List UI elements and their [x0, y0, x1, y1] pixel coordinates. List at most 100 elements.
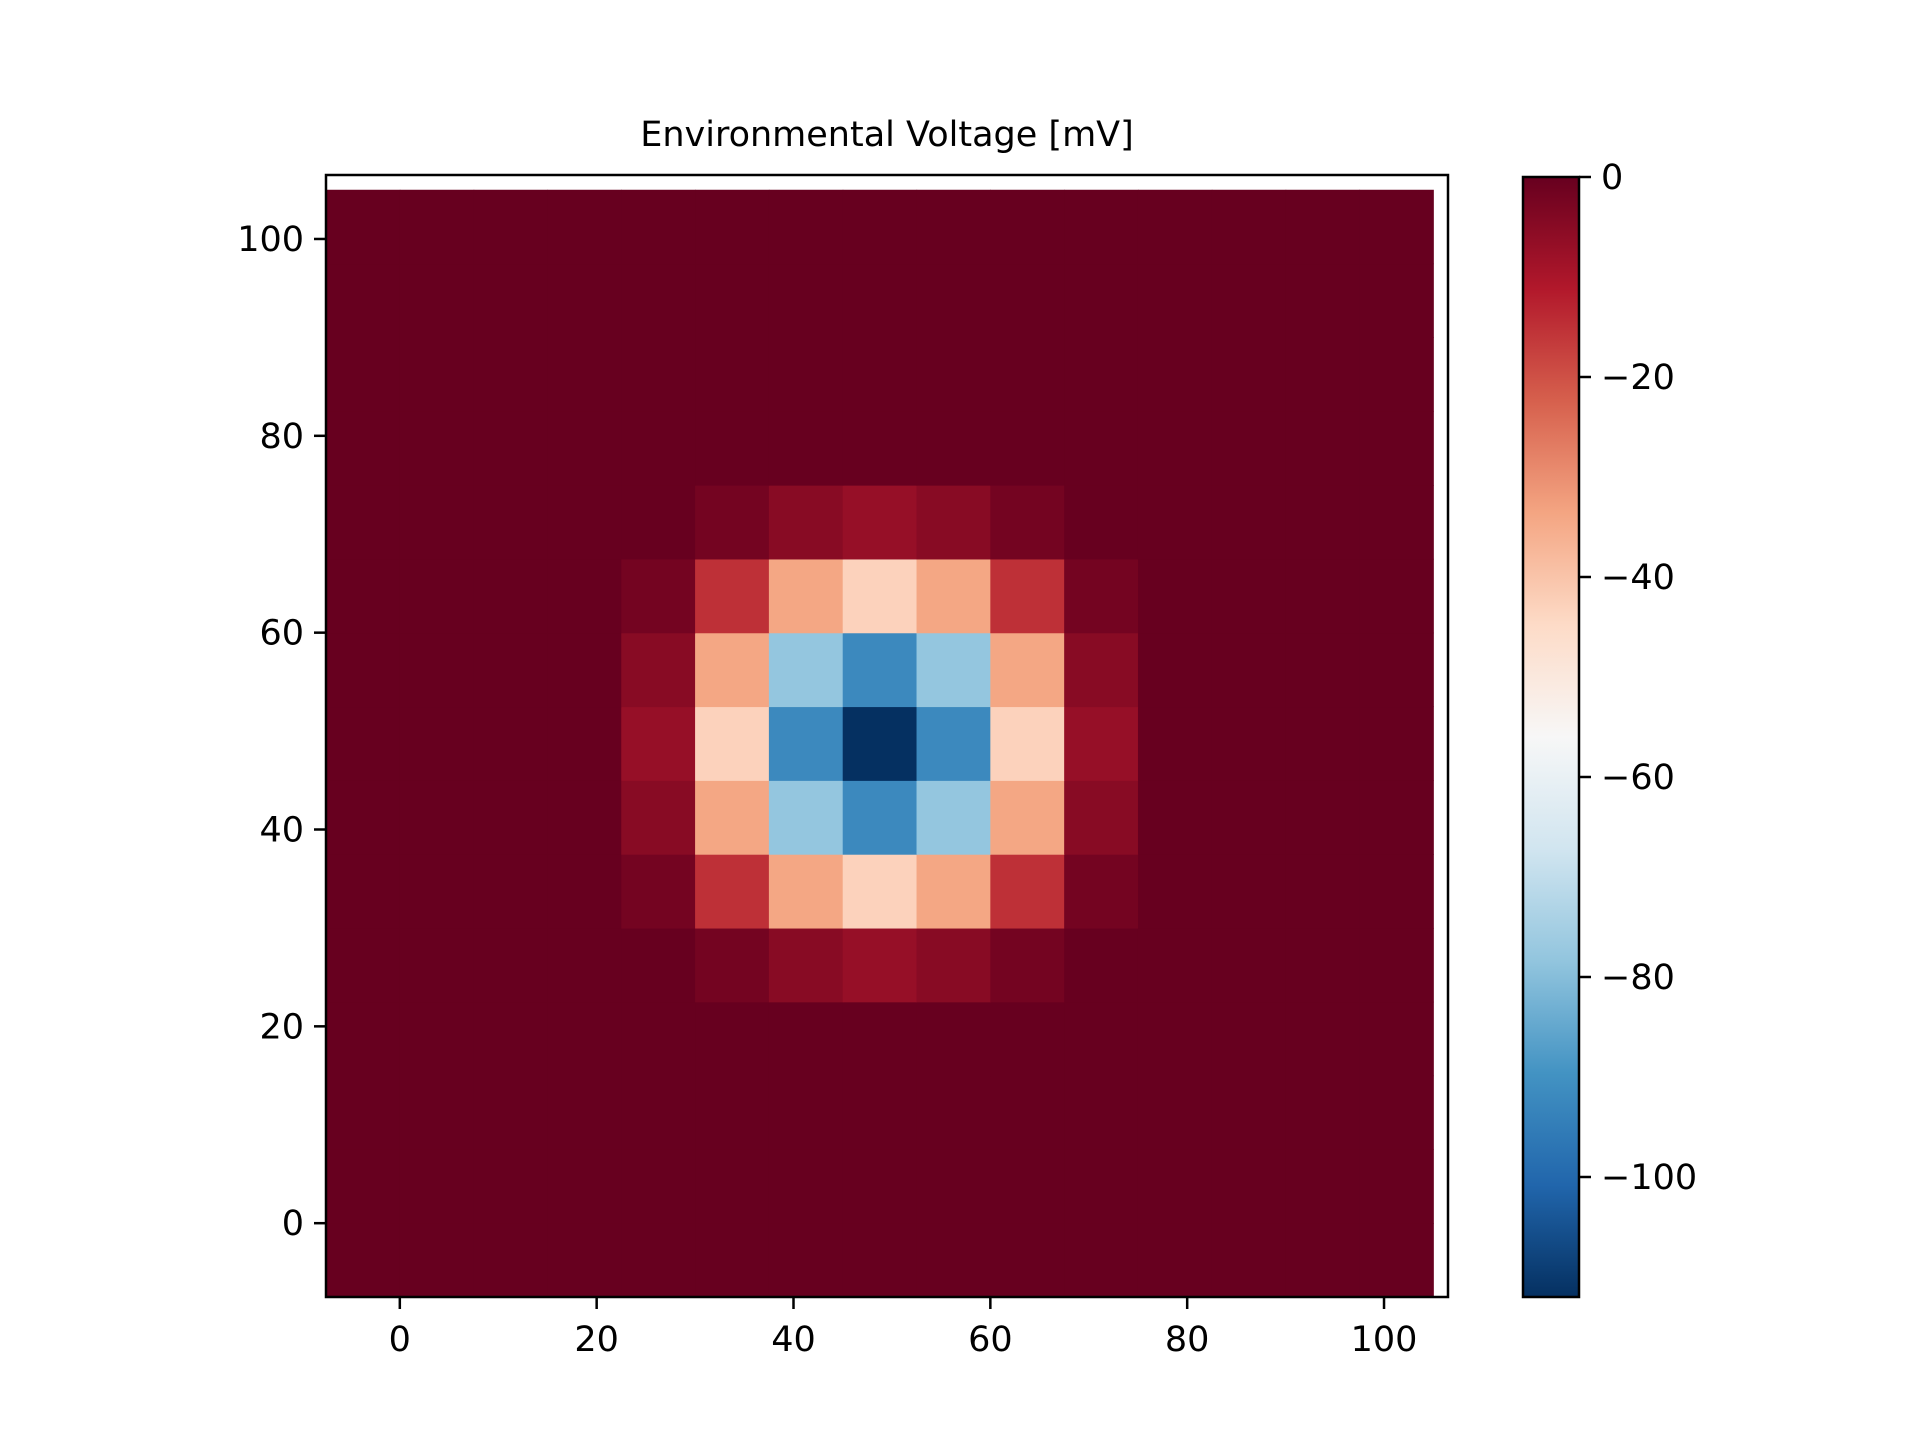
- heatmap-cell: [1359, 558, 1434, 634]
- heatmap-cell: [1211, 263, 1287, 338]
- heatmap-cell: [326, 263, 401, 338]
- heatmap-cell: [768, 189, 844, 265]
- heatmap-cell: [1359, 189, 1434, 265]
- heatmap-cell: [1359, 854, 1434, 929]
- colorbar-frame: [1521, 175, 1581, 1299]
- heatmap-cell: [326, 632, 401, 708]
- heatmap-cell: [916, 411, 991, 486]
- plot-frame: [324, 173, 1450, 1299]
- heatmap-cell: [1064, 1001, 1139, 1077]
- heatmap-cell: [1285, 411, 1361, 486]
- x-tick-label: 40: [771, 1320, 816, 1360]
- heatmap-cell: [1285, 706, 1361, 781]
- heatmap-cell: [768, 1223, 844, 1298]
- y-axis: 0 20 40 60 80 100: [237, 220, 326, 1244]
- heatmap-cell: [990, 854, 1065, 929]
- heatmap-cell: [1359, 1149, 1434, 1224]
- heatmap-cell: [1359, 337, 1434, 412]
- colorbar-tick-label: 0: [1601, 158, 1623, 198]
- heatmap-cell: [1359, 485, 1434, 560]
- heatmap-cell: [842, 854, 918, 929]
- heatmap-cell: [916, 854, 991, 929]
- heatmap-cell: [326, 927, 401, 1003]
- x-tick-label: 80: [1165, 1320, 1210, 1360]
- heatmap-cell: [1285, 854, 1361, 929]
- heatmap-cell: [990, 1075, 1065, 1150]
- heatmap-cell: [547, 263, 622, 338]
- heatmap-cell: [768, 1001, 844, 1077]
- heatmap-cell: [621, 263, 696, 338]
- heatmap-cell: [916, 337, 991, 412]
- heatmap-cell: [1064, 927, 1139, 1003]
- heatmap-cell: [1211, 1223, 1287, 1298]
- heatmap-cell: [768, 485, 844, 560]
- heatmap-cells: [326, 189, 1434, 1298]
- heatmap-cell: [1211, 411, 1287, 486]
- heatmap-cell: [1064, 706, 1139, 781]
- heatmap-cell: [326, 189, 401, 265]
- heatmap-cell: [768, 780, 844, 855]
- heatmap-cell: [473, 1149, 549, 1224]
- heatmap-cell: [473, 1001, 549, 1077]
- heatmap-cell: [399, 485, 475, 560]
- heatmap-cell: [1211, 632, 1287, 708]
- heatmap-cell: [621, 1149, 696, 1224]
- heatmap-cell: [916, 1001, 991, 1077]
- heatmap-cell: [547, 706, 622, 781]
- heatmap-cell: [1211, 854, 1287, 929]
- x-axis: 0 20 40 60 80 100: [389, 1297, 1417, 1360]
- heatmap-cell: [842, 706, 918, 781]
- heatmap-cell: [547, 189, 622, 265]
- heatmap-cell: [916, 558, 991, 634]
- heatmap-cell: [621, 706, 696, 781]
- heatmap-cell: [473, 927, 549, 1003]
- heatmap-cell: [621, 1075, 696, 1150]
- heatmap-cell: [1064, 1075, 1139, 1150]
- heatmap-cell: [326, 1149, 401, 1224]
- heatmap-cell: [916, 1149, 991, 1224]
- heatmap-cell: [1064, 337, 1139, 412]
- heatmap-cell: [473, 632, 549, 708]
- heatmap-cell: [621, 558, 696, 634]
- heatmap-cell: [621, 632, 696, 708]
- heatmap-cell: [695, 337, 770, 412]
- heatmap-cell: [1285, 780, 1361, 855]
- heatmap-cell: [1359, 927, 1434, 1003]
- heatmap-cell: [916, 632, 991, 708]
- heatmap-cell: [399, 189, 475, 265]
- heatmap-cell: [1064, 263, 1139, 338]
- heatmap-cell: [1137, 1075, 1213, 1150]
- heatmap-cell: [768, 1075, 844, 1150]
- heatmap-cell: [547, 558, 622, 634]
- heatmap-cell: [547, 1149, 622, 1224]
- heatmap-cell: [842, 558, 918, 634]
- heatmap-cell: [695, 927, 770, 1003]
- heatmap-cell: [916, 706, 991, 781]
- heatmap-cell: [326, 1001, 401, 1077]
- heatmap-cell: [916, 927, 991, 1003]
- colorbar-tick-label: −20: [1601, 358, 1675, 398]
- heatmap-cell: [916, 1223, 991, 1298]
- heatmap-cell: [1359, 780, 1434, 855]
- heatmap-cell: [1211, 337, 1287, 412]
- heatmap-cell: [990, 1001, 1065, 1077]
- heatmap-cell: [621, 1001, 696, 1077]
- y-tick-label: 100: [237, 220, 304, 260]
- heatmap-cell: [1137, 854, 1213, 929]
- heatmap-cell: [547, 780, 622, 855]
- heatmap-cell: [768, 927, 844, 1003]
- heatmap-cell: [399, 263, 475, 338]
- heatmap-cell: [1285, 1149, 1361, 1224]
- heatmap-cell: [621, 411, 696, 486]
- heatmap-cell: [399, 411, 475, 486]
- heatmap-cell: [1064, 485, 1139, 560]
- heatmap-cell: [621, 927, 696, 1003]
- heatmap-cell: [1285, 1075, 1361, 1150]
- heatmap-cell: [990, 189, 1065, 265]
- y-tick-label: 80: [259, 417, 304, 457]
- heatmap-cell: [916, 189, 991, 265]
- heatmap-cell: [326, 337, 401, 412]
- heatmap-cell: [399, 927, 475, 1003]
- heatmap-cell: [547, 485, 622, 560]
